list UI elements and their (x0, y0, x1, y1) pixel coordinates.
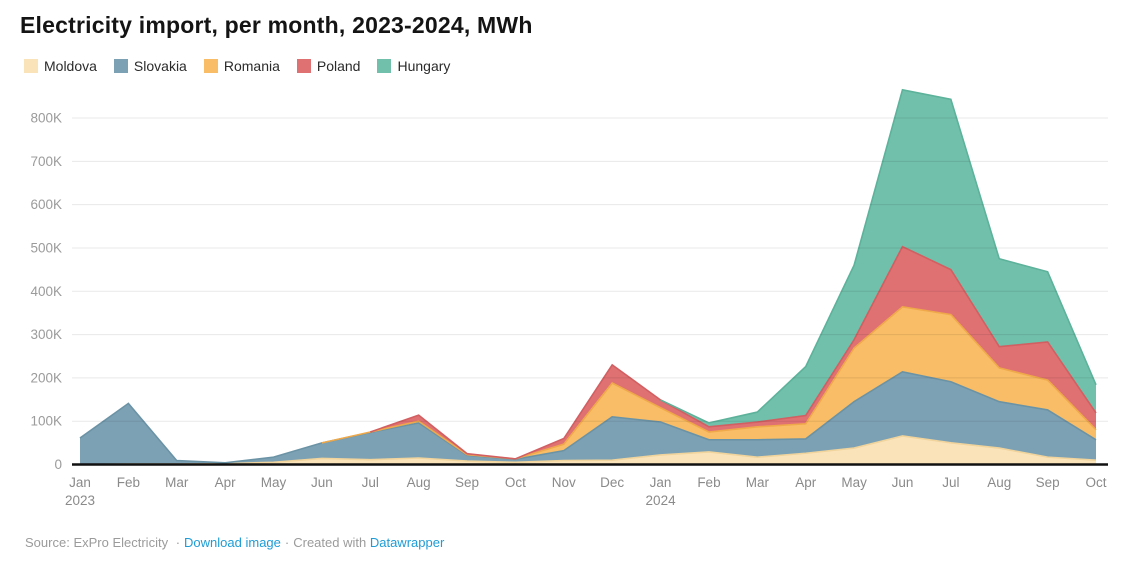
x-tick-label-jun-2024: Jun (892, 475, 914, 490)
y-tick-label-700K: 700K (30, 154, 62, 169)
footer: Source: ExPro Electricity · Download imag… (25, 535, 444, 550)
separator-dot: · (284, 535, 290, 550)
area-top-line-poland (370, 245, 1097, 460)
y-tick-label-200K: 200K (30, 370, 62, 385)
x-tick-label-sep-2024: Sep (1036, 475, 1060, 490)
y-tick-label-400K: 400K (30, 284, 62, 299)
x-tick-label-oct-2024: Oct (1085, 475, 1106, 490)
x-tick-label-jun-2023: Jun (311, 475, 333, 490)
area-top-line-moldova (79, 435, 1097, 466)
y-tick-label-100K: 100K (30, 414, 62, 429)
x-tick-label-aug-2024: Aug (987, 475, 1011, 490)
legend-item-hungary: Hungary (377, 58, 450, 74)
y-tick-label-0: 0 (54, 457, 62, 472)
legend-swatch-moldova (24, 59, 38, 73)
x-tick-label-jan-2023: Jan (69, 475, 91, 490)
x-tick-label-feb-2023: Feb (117, 475, 140, 490)
legend-label: Slovakia (133, 58, 187, 74)
legend-swatch-slovakia (113, 59, 128, 73)
y-tick-label-500K: 500K (30, 240, 62, 255)
legend-item-moldova: Moldova (24, 58, 97, 74)
legend-item-poland: Poland (296, 58, 361, 74)
created-with-label: Created with (293, 535, 367, 550)
x-tick-label-dec-2023: Dec (600, 475, 624, 490)
legend-label: Hungary (397, 58, 451, 74)
legend-item-slovakia: Slovakia (113, 58, 187, 74)
x-tick-label-jul-2023: Jul (362, 475, 379, 490)
x-tick-label-may-2024: May (841, 475, 867, 490)
x-tick-label-feb-2024: Feb (697, 475, 720, 490)
legend-swatch-poland (296, 59, 311, 73)
x-tick-label-apr-2023: Apr (215, 475, 237, 490)
x-tick-label-mar-2024: Mar (746, 475, 770, 490)
legend-swatch-romania (203, 59, 218, 73)
chart-title: Electricity import, per month, 2023-2024… (20, 12, 533, 38)
area-top-line-slovakia (79, 370, 1097, 464)
x-tick-label-apr-2024: Apr (795, 475, 817, 490)
area-top-line-hungary (660, 88, 1097, 424)
x-tick-label-sep-2023: Sep (455, 475, 479, 490)
area-moldova (80, 435, 1096, 465)
source-prefix: Source: (25, 535, 70, 550)
legend-label: Poland (316, 58, 361, 74)
area-romania (80, 306, 1096, 463)
legend-item-romania: Romania (203, 58, 280, 74)
datawrapper-link[interactable]: Datawrapper (369, 535, 445, 550)
y-tick-label-800K: 800K (30, 111, 62, 126)
x-tick-label-oct-2023: Oct (505, 475, 526, 490)
x-year-label-2024: 2024 (646, 493, 677, 508)
x-tick-label-jul-2024: Jul (942, 475, 959, 490)
legend: Moldova Slovakia Romania Poland Hungary (24, 58, 450, 74)
legend-label: Moldova (44, 58, 97, 74)
download-image-link[interactable]: Download image (184, 535, 281, 550)
area-slovakia (80, 371, 1096, 465)
legend-swatch-hungary (377, 59, 392, 73)
source-name: ExPro Electricity (73, 535, 169, 550)
x-tick-label-nov-2023: Nov (552, 475, 576, 490)
y-tick-label-300K: 300K (30, 327, 62, 342)
separator-dot: · (175, 535, 181, 550)
y-tick-label-600K: 600K (30, 197, 62, 212)
x-tick-label-jan-2024: Jan (650, 475, 672, 490)
area-top-line-romania (321, 305, 1097, 460)
x-tick-label-may-2023: May (261, 475, 287, 490)
legend-label: Romania (223, 58, 280, 74)
x-tick-label-aug-2023: Aug (407, 475, 431, 490)
x-tick-label-mar-2023: Mar (165, 475, 189, 490)
x-year-label-2023: 2023 (65, 493, 95, 508)
